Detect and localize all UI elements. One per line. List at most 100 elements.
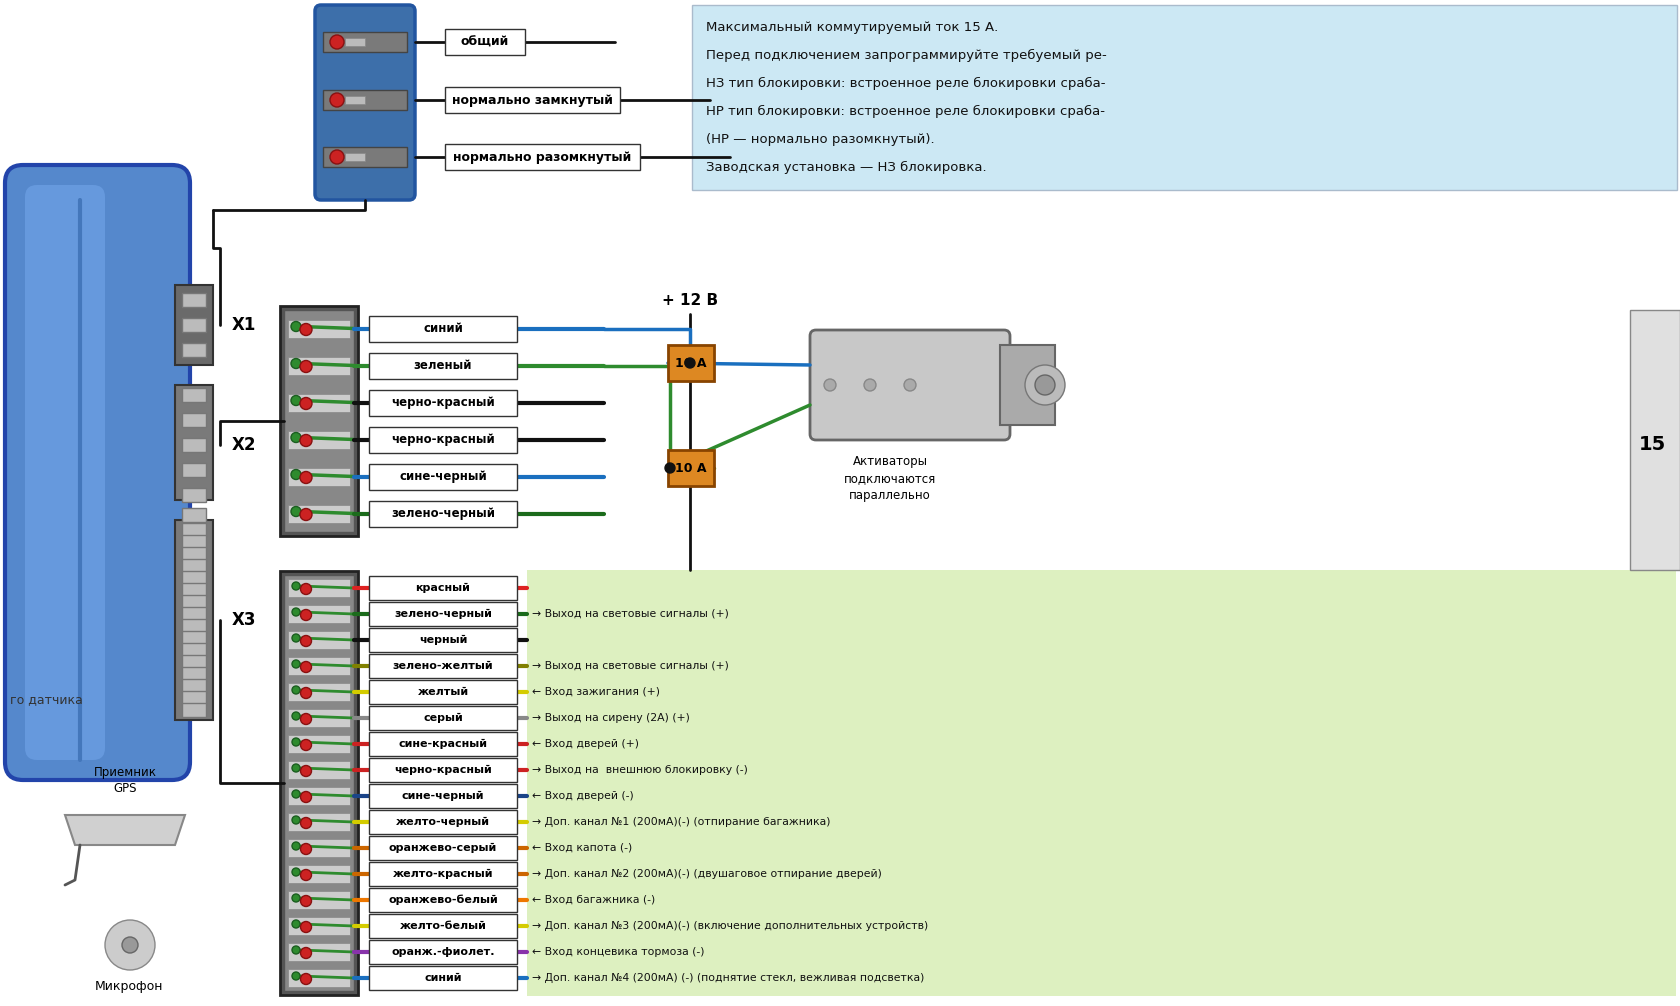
Bar bbox=[287, 579, 349, 597]
Bar bbox=[1630, 310, 1678, 570]
Bar bbox=[370, 966, 517, 990]
Text: синий: синий bbox=[423, 322, 462, 335]
Bar bbox=[370, 316, 517, 341]
Circle shape bbox=[329, 35, 344, 49]
Circle shape bbox=[1035, 375, 1055, 395]
Circle shape bbox=[291, 322, 301, 332]
FancyBboxPatch shape bbox=[5, 165, 190, 780]
Bar bbox=[287, 431, 349, 449]
Bar bbox=[181, 631, 207, 645]
Bar bbox=[287, 320, 349, 337]
Text: ← Вход дверей (+): ← Вход дверей (+) bbox=[531, 739, 638, 749]
FancyBboxPatch shape bbox=[810, 330, 1010, 440]
Text: сине-красный: сине-красный bbox=[398, 739, 487, 749]
Bar bbox=[370, 914, 517, 938]
Circle shape bbox=[301, 843, 311, 854]
Text: ← Вход концевика тормоза (-): ← Вход концевика тормоза (-) bbox=[531, 947, 704, 957]
Text: → Доп. канал №1 (200мА)(-) (отпирание багажника): → Доп. канал №1 (200мА)(-) (отпирание ба… bbox=[531, 817, 830, 827]
Bar bbox=[667, 345, 714, 381]
Text: общий: общий bbox=[460, 35, 509, 48]
Circle shape bbox=[1025, 365, 1065, 405]
Circle shape bbox=[299, 435, 312, 447]
Bar bbox=[287, 787, 349, 805]
Bar bbox=[287, 683, 349, 701]
Bar bbox=[181, 488, 207, 502]
Bar bbox=[287, 504, 349, 522]
Bar bbox=[287, 356, 349, 374]
Circle shape bbox=[292, 712, 299, 720]
Bar bbox=[370, 389, 517, 415]
Circle shape bbox=[299, 472, 312, 484]
Text: ← Вход капота (-): ← Вход капота (-) bbox=[531, 843, 632, 853]
Bar bbox=[175, 520, 213, 720]
Text: го датчика: го датчика bbox=[10, 693, 82, 706]
Circle shape bbox=[904, 379, 916, 391]
Circle shape bbox=[301, 895, 311, 906]
Text: 10 А: 10 А bbox=[675, 462, 706, 475]
Bar bbox=[287, 865, 349, 883]
Text: ← Вход багажника (-): ← Вход багажника (-) bbox=[531, 895, 655, 905]
Bar bbox=[181, 595, 207, 609]
Bar bbox=[287, 969, 349, 987]
Bar bbox=[344, 38, 365, 46]
Bar bbox=[287, 891, 349, 909]
Bar bbox=[528, 570, 1675, 996]
Circle shape bbox=[292, 816, 299, 824]
Circle shape bbox=[299, 508, 312, 520]
Bar bbox=[181, 413, 207, 427]
Text: → Выход на  внешнюю блокировку (-): → Выход на внешнюю блокировку (-) bbox=[531, 765, 748, 775]
Text: зелено-черный: зелено-черный bbox=[393, 609, 492, 619]
Bar bbox=[181, 607, 207, 621]
Text: X3: X3 bbox=[232, 611, 257, 629]
Bar bbox=[181, 667, 207, 681]
Text: желто-красный: желто-красный bbox=[393, 869, 492, 879]
Text: Перед подключением запрограммируйте требуемый ре-: Перед подключением запрограммируйте треб… bbox=[706, 49, 1105, 62]
Bar bbox=[344, 153, 365, 161]
Bar bbox=[281, 571, 358, 995]
Bar bbox=[181, 293, 207, 307]
Bar bbox=[284, 310, 354, 532]
Text: → Доп. канал №2 (200мА)(-) (двушаговое отпирание дверей): → Доп. канал №2 (200мА)(-) (двушаговое о… bbox=[531, 869, 882, 879]
Circle shape bbox=[301, 818, 311, 829]
Bar bbox=[181, 571, 207, 585]
Bar bbox=[370, 628, 517, 652]
Text: оранжево-белый: оранжево-белый bbox=[388, 894, 497, 905]
Bar bbox=[370, 706, 517, 730]
Bar bbox=[181, 643, 207, 657]
Circle shape bbox=[292, 868, 299, 876]
Bar bbox=[181, 619, 207, 633]
Circle shape bbox=[301, 948, 311, 959]
Text: сине-черный: сине-черный bbox=[402, 791, 484, 801]
Text: → Выход на световые сигналы (+): → Выход на световые сигналы (+) bbox=[531, 609, 729, 619]
Text: оранж.-фиолет.: оранж.-фиолет. bbox=[391, 947, 494, 957]
Circle shape bbox=[665, 463, 675, 473]
Circle shape bbox=[301, 662, 311, 672]
Circle shape bbox=[292, 842, 299, 850]
Text: + 12 В: + 12 В bbox=[662, 293, 717, 308]
Bar bbox=[445, 29, 524, 55]
Circle shape bbox=[301, 869, 311, 880]
Bar bbox=[323, 32, 407, 52]
Bar bbox=[1000, 345, 1055, 425]
Circle shape bbox=[301, 792, 311, 803]
Circle shape bbox=[292, 582, 299, 590]
Bar bbox=[370, 888, 517, 912]
Bar bbox=[445, 87, 620, 113]
Bar bbox=[287, 813, 349, 831]
Bar bbox=[287, 631, 349, 649]
Circle shape bbox=[301, 687, 311, 698]
Bar bbox=[323, 90, 407, 110]
Bar bbox=[175, 285, 213, 365]
Circle shape bbox=[292, 790, 299, 798]
FancyBboxPatch shape bbox=[314, 5, 415, 200]
Text: красный: красный bbox=[415, 582, 470, 594]
Text: → Выход на сирену (2А) (+): → Выход на сирену (2А) (+) bbox=[531, 713, 689, 723]
Circle shape bbox=[292, 634, 299, 642]
Bar bbox=[181, 559, 207, 573]
Text: (НР — нормально разомкнутый).: (НР — нормально разомкнутый). bbox=[706, 133, 934, 146]
Circle shape bbox=[823, 379, 835, 391]
Circle shape bbox=[104, 920, 155, 970]
Bar bbox=[287, 393, 349, 411]
Circle shape bbox=[291, 506, 301, 516]
Bar bbox=[370, 501, 517, 526]
